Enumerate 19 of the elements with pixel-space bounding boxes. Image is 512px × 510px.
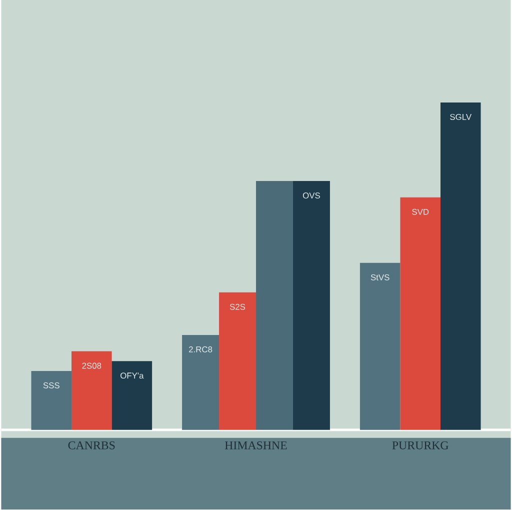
bar [112,361,152,430]
bar [360,263,400,430]
annotation: SSS [43,382,60,389]
annotation: OFY'a [120,372,144,379]
annotation: S2S [230,304,246,310]
annotation: OVS [302,192,320,199]
annotation: SGLV [450,114,472,120]
annotation: 2S08 [82,363,102,369]
bar [440,102,481,430]
x-tick-label: HIMASHNE [224,442,287,450]
bar [256,181,293,430]
x-tick-label: CANRBS [68,442,115,450]
bar [72,352,112,430]
annotation: SVD [412,209,429,216]
x-tick-label: PURURKG [392,442,448,450]
annotation: 2.RC8 [189,346,212,353]
bar [400,198,440,430]
annotation: StVS [370,274,390,281]
bar [31,371,72,430]
